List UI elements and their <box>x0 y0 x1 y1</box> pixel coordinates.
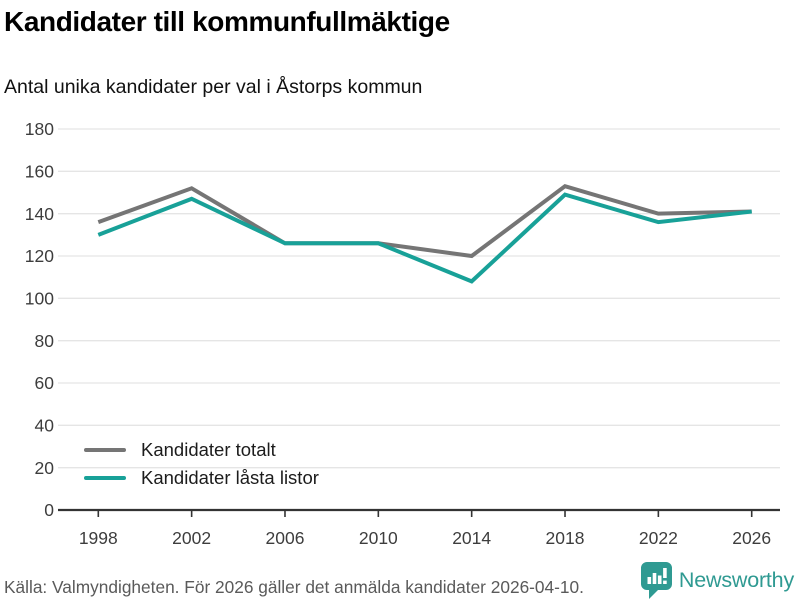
y-axis-tick-label: 180 <box>25 119 54 139</box>
legend-item-totalt: Kandidater totalt <box>84 436 319 464</box>
y-axis-tick-label: 160 <box>25 162 54 182</box>
chart-plot-area: 0 20 40 60 80 100 120 140 160 180 1998 2002 2006 2010… <box>25 119 780 548</box>
chart-title: Kandidater till kommunfullmäktige <box>4 6 450 37</box>
legend-label: Kandidater låsta listor <box>141 467 319 488</box>
legend-swatch-teal-line <box>84 475 126 481</box>
chart-legend: Kandidater totalt Kandidater låsta listo… <box>84 436 319 492</box>
y-axis-tick-label: 100 <box>25 289 54 309</box>
y-axis-tick-label: 80 <box>35 331 55 351</box>
x-axis-tick-label: 2014 <box>452 528 491 548</box>
newsworthy-logo-text: Newsworthy <box>678 568 794 592</box>
x-axis-tick-label: 1998 <box>79 528 118 548</box>
source-note: Källa: Valmyndigheten. För 2026 gäller d… <box>4 577 584 597</box>
x-axis-tick-label: 2006 <box>266 528 305 548</box>
chart-subtitle: Antal unika kandidater per val i Åstorps… <box>4 76 423 98</box>
line-series-0 <box>97 183 752 259</box>
y-axis-tick-label: 40 <box>35 416 55 436</box>
x-axis-tick-label: 2022 <box>639 528 678 548</box>
legend-swatch-gray-line <box>84 447 126 453</box>
y-axis-tick-label: 140 <box>25 204 54 224</box>
x-axis-tick-label: 2010 <box>359 528 398 548</box>
newsworthy-logo-icon <box>640 562 672 599</box>
y-axis-tick-label: 20 <box>35 458 55 478</box>
legend-item-lasta-listor: Kandidater låsta listor <box>84 464 319 492</box>
y-axis-tick-label: 120 <box>25 246 54 266</box>
newsworthy-logo[interactable]: Newsworthy <box>640 562 794 599</box>
line-series-1 <box>97 192 752 284</box>
x-axis-tick-label: 2002 <box>172 528 211 548</box>
x-axis-tick-label: 2026 <box>732 528 771 548</box>
x-axis-tick-label: 2018 <box>546 528 585 548</box>
legend-label: Kandidater totalt <box>141 439 276 460</box>
y-axis-tick-label: 0 <box>44 500 54 520</box>
y-axis-tick-label: 60 <box>35 373 55 393</box>
